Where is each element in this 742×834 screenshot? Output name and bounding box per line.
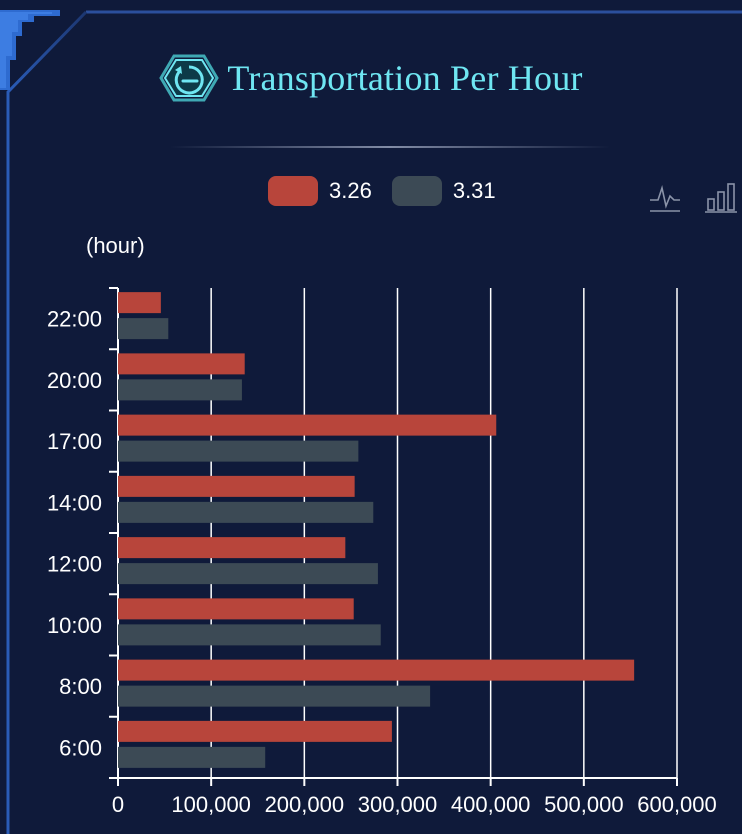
bar-series-2 — [118, 501, 374, 523]
line-chart-icon[interactable] — [648, 180, 682, 214]
legend-item-series-2[interactable]: 3.31 — [391, 176, 496, 206]
x-tick-label: 100,000 — [171, 792, 251, 817]
x-tick-label: 300,000 — [358, 792, 438, 817]
x-tick-label: 500,000 — [544, 792, 624, 817]
bar-series-1 — [118, 353, 245, 375]
y-tick-label: 6:00 — [59, 735, 102, 760]
y-tick-label: 22:00 — [47, 307, 102, 332]
bar-chart-icon[interactable] — [704, 180, 738, 214]
bar-series-2 — [118, 563, 378, 585]
clock-back-icon — [159, 54, 220, 102]
bar-series-1 — [118, 414, 497, 436]
bar-series-1 — [118, 598, 354, 620]
chart-title: Transportation Per Hour — [227, 58, 583, 98]
bar-series-1 — [118, 720, 392, 742]
x-tick-label: 200,000 — [265, 792, 345, 817]
x-tick-label: 400,000 — [451, 792, 531, 817]
bar-series-2 — [118, 440, 359, 462]
legend-label-series-2: 3.31 — [452, 178, 496, 203]
legend-swatch-series-1 — [268, 176, 318, 206]
bar-series-2 — [118, 746, 266, 768]
y-tick-label: 20:00 — [47, 368, 102, 393]
x-tick-label: 0 — [112, 792, 124, 817]
legend-item-series-1[interactable]: 3.26 — [268, 176, 372, 206]
bar-series-2 — [118, 318, 169, 340]
y-tick-label: 17:00 — [47, 429, 102, 454]
y-tick-label: 14:00 — [47, 490, 102, 515]
chart-header: Transportation Per Hour — [0, 54, 742, 102]
bar-series-2 — [118, 379, 242, 401]
bar-series-1 — [118, 537, 346, 559]
y-tick-label: 8:00 — [59, 674, 102, 699]
bar-series-2 — [118, 685, 431, 707]
corner-ornament — [0, 10, 60, 90]
bar-series-1 — [118, 292, 161, 314]
y-tick-label: 12:00 — [47, 552, 102, 577]
bar-series-1 — [118, 659, 635, 681]
legend: 3.26 3.31 — [268, 176, 516, 206]
title-divider — [170, 146, 610, 148]
legend-swatch-series-2 — [391, 176, 442, 206]
y-tick-label: 10:00 — [47, 613, 102, 638]
bar-series-2 — [118, 624, 381, 646]
y-axis-label: (hour) — [86, 233, 145, 258]
x-tick-label: 600,000 — [637, 792, 717, 817]
legend-label-series-1: 3.26 — [329, 178, 372, 203]
bar-series-1 — [118, 475, 355, 497]
